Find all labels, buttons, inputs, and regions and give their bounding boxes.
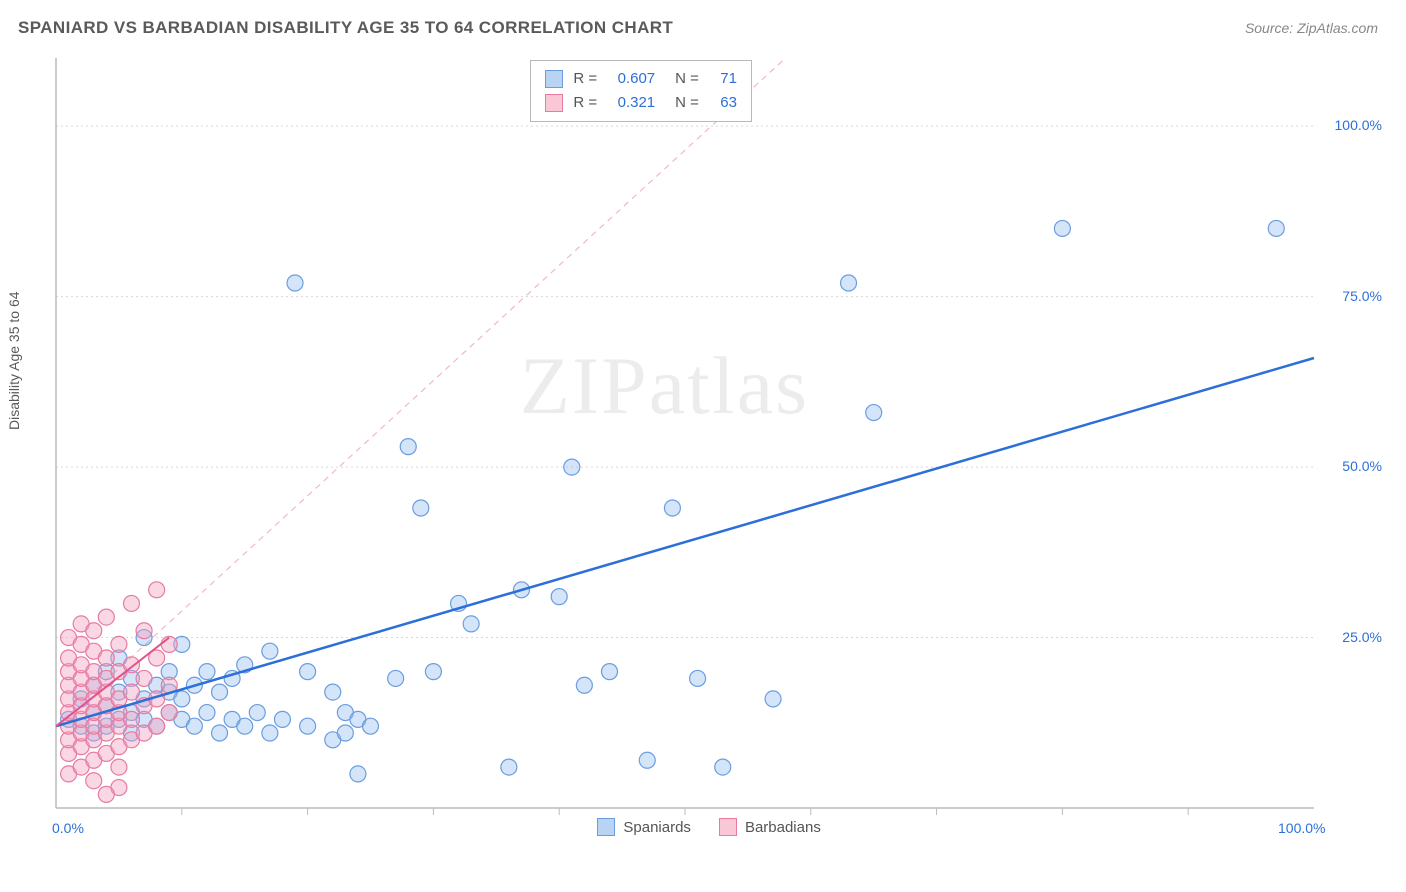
- legend-label: Spaniards: [623, 819, 691, 836]
- correlation-stat-box: R = 0.607 N = 71 R = 0.321 N = 63: [530, 60, 752, 122]
- legend-swatch: [597, 818, 615, 836]
- source-attribution: Source: ZipAtlas.com: [1245, 20, 1378, 36]
- legend-item: Barbadians: [719, 818, 821, 836]
- series-swatch: [545, 94, 563, 112]
- r-label: R =: [573, 91, 597, 115]
- y-tick-label: 75.0%: [1342, 288, 1382, 304]
- x-tick-label: 0.0%: [52, 820, 84, 836]
- r-value: 0.321: [607, 91, 655, 115]
- n-value: 63: [709, 91, 737, 115]
- series-swatch: [545, 70, 563, 88]
- r-label: R =: [573, 67, 597, 91]
- legend-swatch: [719, 818, 737, 836]
- y-tick-label: 100.0%: [1335, 117, 1382, 133]
- r-value: 0.607: [607, 67, 655, 91]
- y-tick-label: 25.0%: [1342, 629, 1382, 645]
- y-tick-label: 50.0%: [1342, 458, 1382, 474]
- stat-row: R = 0.607 N = 71: [545, 67, 737, 91]
- legend-label: Barbadians: [745, 819, 821, 836]
- n-label: N =: [675, 67, 699, 91]
- legend-item: Spaniards: [597, 818, 691, 836]
- chart-header: SPANIARD VS BARBADIAN DISABILITY AGE 35 …: [0, 0, 1406, 46]
- stat-row: R = 0.321 N = 63: [545, 91, 737, 115]
- chart-title: SPANIARD VS BARBADIAN DISABILITY AGE 35 …: [18, 18, 673, 38]
- series-legend: Spaniards Barbadians: [597, 818, 820, 836]
- n-label: N =: [675, 91, 699, 115]
- x-tick-label: 100.0%: [1278, 820, 1325, 836]
- plot-area: ZIPatlas R =0.607N =71R =0.321N =63 Span…: [48, 50, 1388, 850]
- scatter-svg: [48, 50, 1388, 850]
- y-axis-label: Disability Age 35 to 64: [6, 291, 22, 430]
- n-value: 71: [709, 67, 737, 91]
